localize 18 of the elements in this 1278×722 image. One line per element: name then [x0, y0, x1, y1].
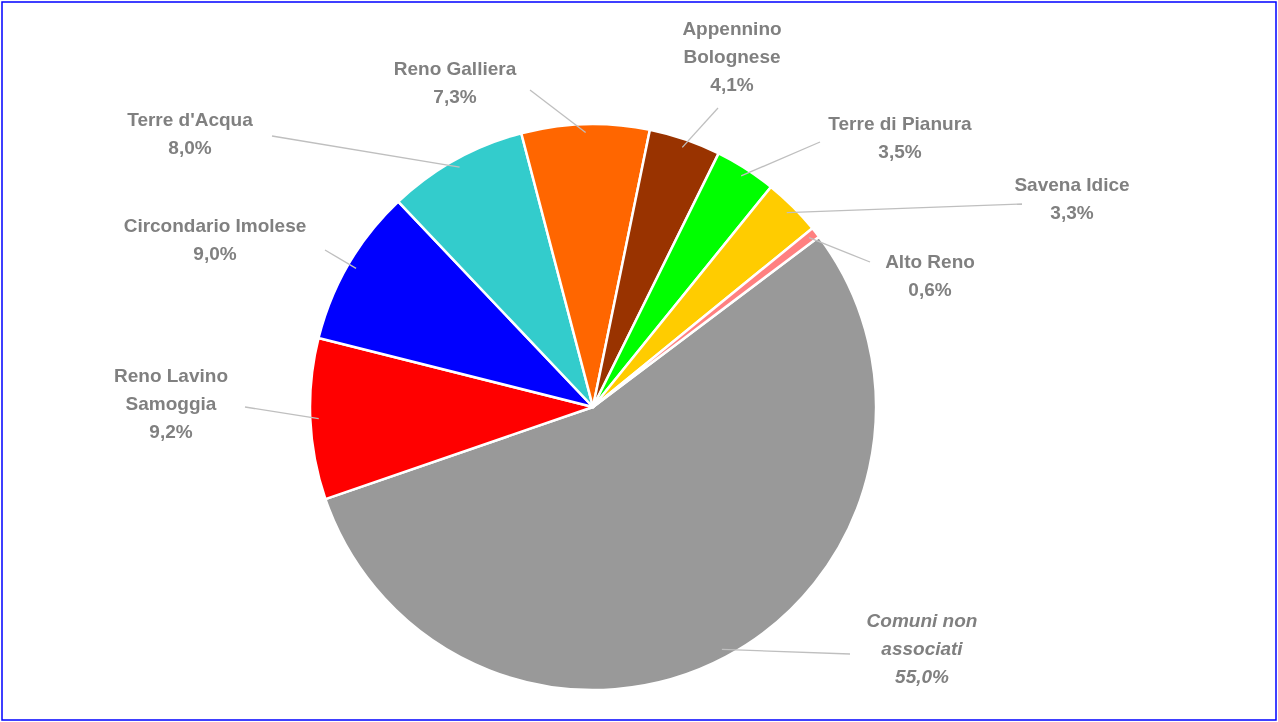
slice-label: Terre d'Acqua — [127, 109, 254, 130]
data-label: 4,1% — [710, 74, 754, 95]
slice-label: Terre di Pianura — [828, 113, 973, 134]
data-label: 9,0% — [193, 243, 237, 264]
data-label: 8,0% — [168, 137, 212, 158]
slice-label: Comuni non associati — [866, 610, 978, 659]
data-label: 3,3% — [1050, 202, 1094, 223]
data-label: 55,0% — [895, 666, 950, 687]
slice-label: Alto Reno — [885, 251, 975, 272]
slice-label: Reno Galliera — [393, 58, 517, 79]
slice-label: Circondario Imolese — [123, 215, 307, 236]
slice-label: Reno Lavino Samoggia — [113, 365, 229, 414]
data-label: 9,2% — [149, 421, 193, 442]
data-label: 3,5% — [878, 141, 922, 162]
slice-label: Savena Idice — [1014, 174, 1130, 195]
slice-label: Appennino Bolognese — [682, 18, 782, 67]
data-label: 0,6% — [908, 279, 952, 300]
data-label: 7,3% — [433, 86, 477, 107]
